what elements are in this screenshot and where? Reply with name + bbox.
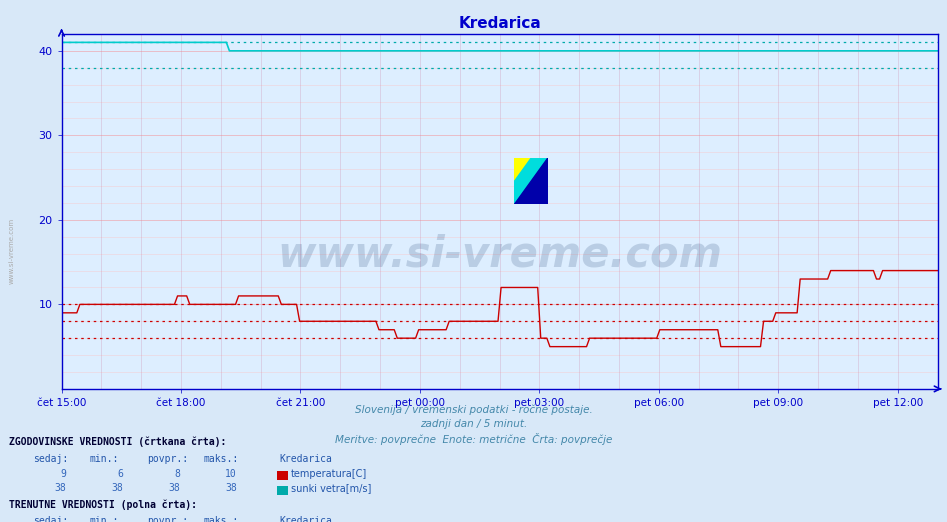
- Text: temperatura[C]: temperatura[C]: [291, 469, 367, 479]
- Text: min.:: min.:: [90, 516, 119, 522]
- Text: 38: 38: [55, 483, 66, 493]
- Text: Slovenija / vremenski podatki - ročne postaje.: Slovenija / vremenski podatki - ročne po…: [354, 405, 593, 415]
- Text: 38: 38: [112, 483, 123, 493]
- Text: www.si-vreme.com: www.si-vreme.com: [277, 233, 722, 275]
- Text: sedaj:: sedaj:: [33, 454, 68, 464]
- Polygon shape: [514, 158, 547, 204]
- Text: zadnji dan / 5 minut.: zadnji dan / 5 minut.: [420, 419, 527, 429]
- Text: Meritve: povprečne  Enote: metrične  Črta: povprečje: Meritve: povprečne Enote: metrične Črta:…: [335, 433, 612, 445]
- Text: Kredarica: Kredarica: [279, 516, 332, 522]
- Polygon shape: [514, 158, 531, 181]
- Text: maks.:: maks.:: [204, 454, 239, 464]
- Text: Kredarica: Kredarica: [279, 454, 332, 464]
- Text: TRENUTNE VREDNOSTI (polna črta):: TRENUTNE VREDNOSTI (polna črta):: [9, 500, 198, 511]
- Text: povpr.:: povpr.:: [147, 516, 188, 522]
- Text: sedaj:: sedaj:: [33, 516, 68, 522]
- Text: 8: 8: [174, 469, 180, 479]
- Text: www.si-vreme.com: www.si-vreme.com: [9, 218, 14, 283]
- Text: sunki vetra[m/s]: sunki vetra[m/s]: [291, 483, 371, 493]
- Polygon shape: [514, 158, 547, 204]
- Text: ZGODOVINSKE VREDNOSTI (črtkana črta):: ZGODOVINSKE VREDNOSTI (črtkana črta):: [9, 436, 227, 447]
- Text: 38: 38: [169, 483, 180, 493]
- Text: povpr.:: povpr.:: [147, 454, 188, 464]
- Text: 10: 10: [225, 469, 237, 479]
- Title: Kredarica: Kredarica: [458, 16, 541, 31]
- Text: 6: 6: [117, 469, 123, 479]
- Text: 9: 9: [61, 469, 66, 479]
- Text: 38: 38: [225, 483, 237, 493]
- Text: min.:: min.:: [90, 454, 119, 464]
- Text: maks.:: maks.:: [204, 516, 239, 522]
